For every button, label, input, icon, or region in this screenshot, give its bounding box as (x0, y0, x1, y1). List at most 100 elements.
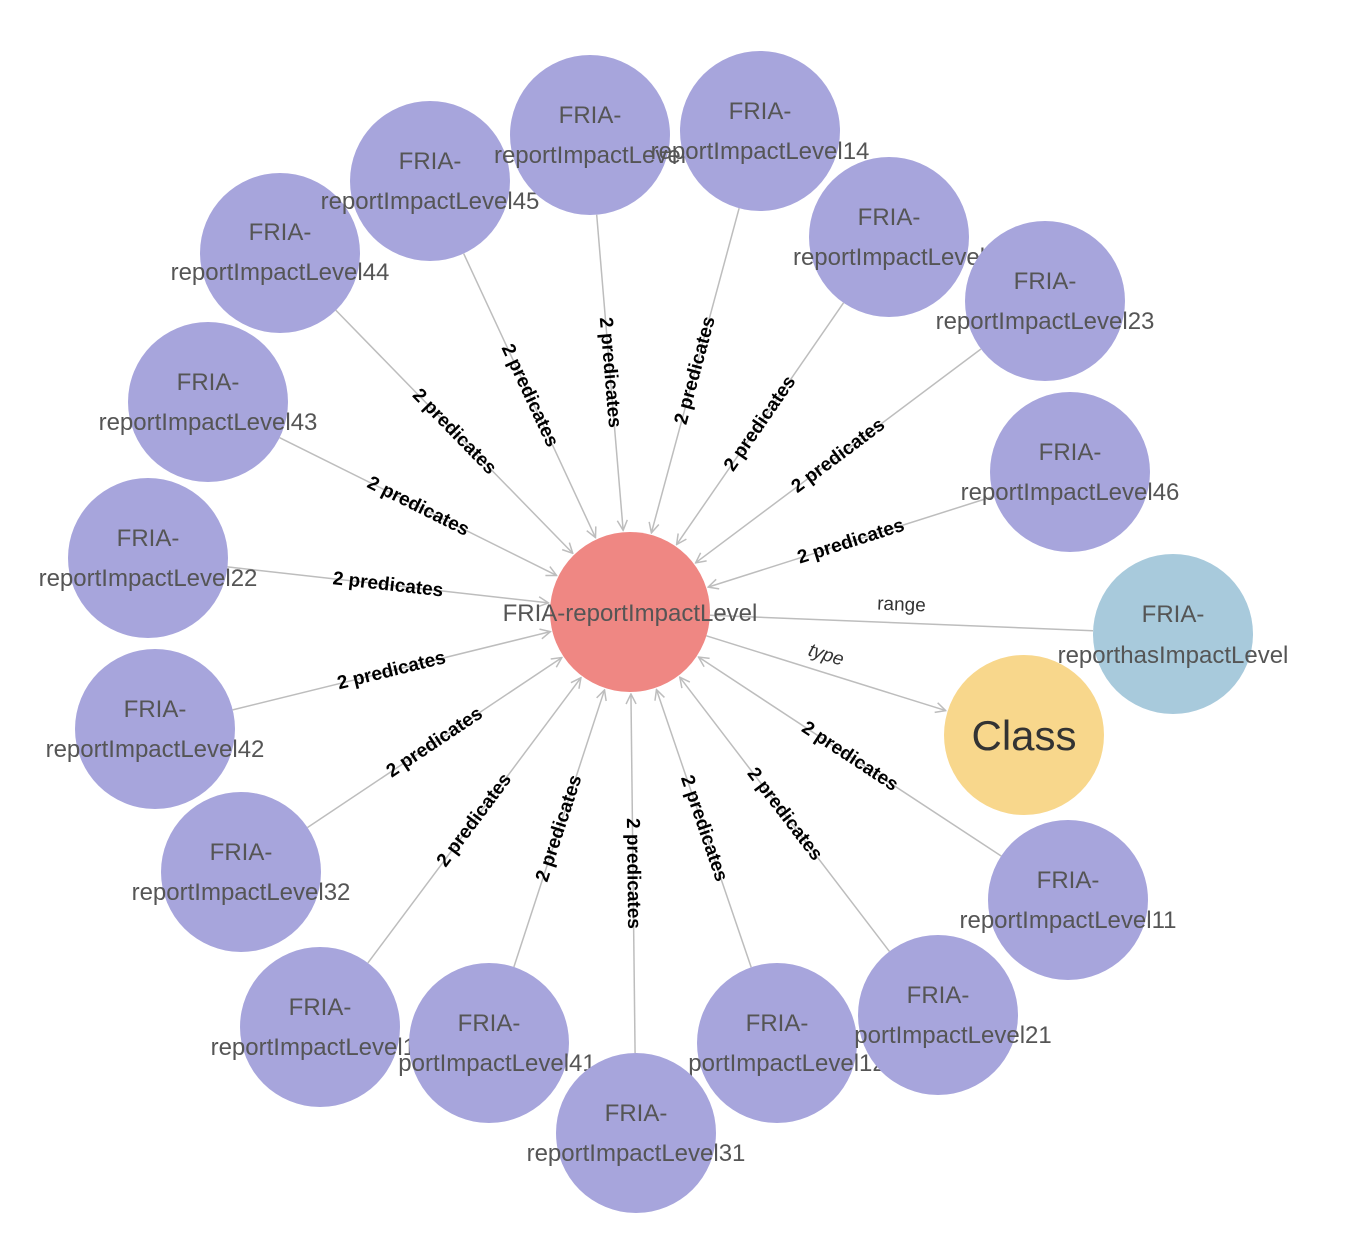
node-instance[interactable]: FRIA- reportImpactLevel44 (171, 173, 390, 333)
node-label-line1: FRIA- (858, 204, 921, 231)
node-circle (990, 392, 1150, 552)
edge-label: type (806, 640, 847, 671)
node-label-line1: FRIA- (458, 1010, 521, 1037)
edge-instance (699, 657, 1002, 857)
node-instance[interactable]: FRIA- portImpactLevel41 (398, 963, 596, 1123)
node-instance[interactable]: FRIA- reportImpactLevel42 (46, 649, 265, 809)
node-label-line2: reportImpactLevel32 (132, 879, 351, 906)
node-label-line2: portImpactLevel41 (398, 1050, 595, 1077)
node-label-line2: reportImpactLevel13 (211, 1034, 430, 1061)
node-circle (858, 935, 1018, 1095)
node-label-line2: reportImpactLevel46 (961, 479, 1180, 506)
node-label-line1: FRIA- (1014, 268, 1077, 295)
node-instance[interactable]: FRIA- reportImpactLevel43 (99, 322, 318, 482)
node-instance[interactable]: FRIA- reportImpactLevel46 (961, 392, 1180, 552)
edge-label: range (877, 594, 926, 617)
edge-range (709, 614, 1094, 632)
node-instance[interactable]: FRIA- reportImpactLevel31 (527, 1053, 746, 1213)
node-instance[interactable]: FRIA- portImpactLevel21 (854, 935, 1052, 1095)
edge-label: 2 predicates (676, 773, 732, 885)
edge-instance (232, 632, 551, 711)
edge-instance (708, 495, 994, 587)
edge-label: 2 predicates (332, 568, 445, 601)
node-label-line2: reportImpactLevel22 (39, 565, 258, 592)
node-instance[interactable]: FRIA- reportImpactLevel45 (321, 101, 540, 261)
node-label-line1: FRIA- (1142, 601, 1205, 628)
edge-instance (651, 208, 740, 533)
edge-label: 2 predicates (383, 703, 487, 782)
node-instance[interactable]: FRIA- reportImpactLevel32 (132, 792, 351, 952)
node-class[interactable]: Class (944, 655, 1104, 815)
node-label-line2: reportImpactLevel23 (936, 308, 1155, 335)
node-label-line2: reporthasImpactLevel (1058, 642, 1289, 669)
node-label-line2: portImpactLevel12 (688, 1050, 885, 1077)
edge-instance (513, 690, 605, 968)
edge-instance (367, 678, 581, 964)
node-instance[interactable]: FRIA- reportImpactLevel (793, 157, 985, 317)
edge-instance (307, 658, 562, 829)
node-circle (200, 173, 360, 333)
edge-instance (335, 309, 573, 553)
node-circle (965, 221, 1125, 381)
node-circle (1093, 554, 1253, 714)
edge-instance (279, 436, 557, 576)
node-label-line2: reportImpactLevel14 (651, 138, 870, 165)
node-circle (240, 947, 400, 1107)
edge-label: 2 predicates (408, 385, 500, 479)
node-label-line2: reportImpactLevel (494, 142, 686, 169)
node-instance[interactable]: FRIA- reportImpactLevel14 (651, 51, 870, 211)
node-circle (944, 655, 1104, 815)
node-label-line1: FRIA- (746, 1010, 809, 1037)
node-instance[interactable]: FRIA- reportImpactLevel22 (39, 478, 258, 638)
node-label-line1: FRIA- (249, 219, 312, 246)
node-circle (809, 157, 969, 317)
node-circle (697, 963, 857, 1123)
node-label-line2: reportImpactLevel31 (527, 1140, 746, 1167)
edge-label: 2 predicates (595, 316, 625, 428)
node-label-line2: reportImpactLevel45 (321, 188, 540, 215)
edge-label: 2 predicates (433, 770, 516, 871)
node-circle (550, 532, 710, 692)
node-circle (680, 51, 840, 211)
edge-label: 2 predicates (720, 372, 800, 475)
node-circle (409, 963, 569, 1123)
edge-label: 2 predicates (671, 314, 720, 427)
node-circle (128, 322, 288, 482)
node-circle (510, 55, 670, 215)
node-instance[interactable]: FRIA- reportImpactLevel11 (959, 820, 1177, 980)
edge-label: 2 predicates (364, 472, 473, 540)
node-label-line1: FRIA- (117, 525, 180, 552)
node-label-line1: FRIA- (729, 98, 792, 125)
edge-instance (227, 566, 549, 603)
node-label-line2: reportImpactLevel (793, 244, 985, 271)
node-instance[interactable]: FRIA- reportImpactLevel13 (211, 947, 430, 1107)
edge-instance (696, 348, 982, 563)
edge-instance (680, 677, 891, 952)
node-label-line1: FRIA- (210, 839, 273, 866)
node-instance[interactable]: FRIA- reportImpactLevel (494, 55, 686, 215)
node-label-line1: FRIA- (289, 994, 352, 1021)
edge-label: 2 predicates (788, 414, 889, 497)
edge-instance (631, 694, 635, 1054)
node-label: Class (971, 712, 1076, 759)
edge-type (706, 635, 945, 711)
node-label-line2: reportImpactLevel11 (959, 907, 1176, 934)
edge-label: 2 predicates (335, 647, 448, 694)
node-label-line2: portImpactLevel21 (854, 1022, 1051, 1049)
node-circle (988, 820, 1148, 980)
node-circle (161, 792, 321, 952)
node-center[interactable]: FRIA-reportImpactLevel (503, 532, 758, 692)
node-instance[interactable]: FRIA- reportImpactLevel23 (936, 221, 1155, 381)
node-property[interactable]: FRIA- reporthasImpactLevel (1058, 554, 1289, 714)
node-label-line2: reportImpactLevel42 (46, 736, 265, 763)
node-label-line1: FRIA- (605, 1100, 668, 1127)
edge-instance (462, 253, 596, 538)
node-instance[interactable]: FRIA- portImpactLevel12 (688, 963, 886, 1123)
node-label-line1: FRIA- (399, 148, 462, 175)
node-label-line1: FRIA- (177, 369, 240, 396)
node-label-line1: FRIA- (559, 102, 622, 129)
edges-layer (227, 208, 1094, 1054)
node-label-line1: FRIA- (124, 696, 187, 723)
node-label-line2: reportImpactLevel43 (99, 409, 318, 436)
